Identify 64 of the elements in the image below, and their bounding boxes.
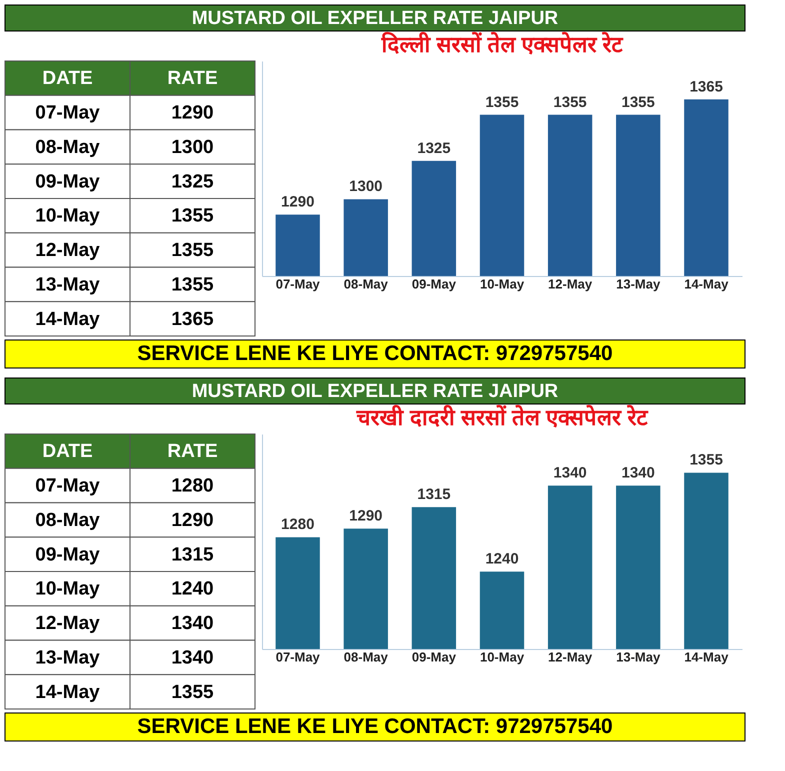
data-label: 1315 bbox=[171, 544, 214, 566]
x-tick-label: 08-May bbox=[344, 650, 389, 664]
category-label: 14-May bbox=[35, 682, 100, 703]
data-label: 1355 bbox=[171, 206, 214, 227]
x-tick-label: 09-May bbox=[412, 650, 457, 664]
x-tick-label: 13-May bbox=[616, 650, 661, 664]
data-label: 1340 bbox=[171, 613, 214, 634]
text: SERVICE LENE KE LIYE CONTACT: 9729757540 bbox=[137, 342, 613, 365]
data-label: 1315 bbox=[417, 486, 451, 504]
data-label: 1355 bbox=[171, 274, 214, 296]
category-label: 07-May bbox=[35, 476, 100, 497]
data-label: 1290 bbox=[171, 102, 214, 124]
chart-subtitle: MUSTARD OIL EXPELLER RATE JAIPUR bbox=[192, 8, 558, 29]
data-label: 1300 bbox=[349, 178, 383, 196]
data-label: 1290 bbox=[349, 508, 383, 525]
chart-subtitle: MUSTARD OIL EXPELLER RATE JAIPUR bbox=[192, 381, 558, 402]
category-label: 09-May bbox=[35, 544, 100, 566]
data-label: 1355 bbox=[553, 94, 587, 111]
data-label: 1300 bbox=[171, 136, 214, 158]
category-label: 10-May bbox=[35, 206, 100, 227]
data-label: 1240 bbox=[171, 578, 214, 600]
data-label: 1365 bbox=[171, 308, 214, 330]
data-label: 1355 bbox=[621, 94, 655, 111]
data-label: 1340 bbox=[621, 464, 655, 482]
data-label: 1240 bbox=[485, 550, 519, 568]
data-label: 1355 bbox=[485, 94, 519, 111]
data-label: 1280 bbox=[281, 516, 314, 534]
x-tick-label: 09-May bbox=[412, 276, 457, 292]
text: RATE bbox=[167, 68, 218, 90]
category-label: 12-May bbox=[35, 613, 100, 634]
chart-title: चरखी दादरी सरसों तेल एक्सपेलर रेट bbox=[356, 404, 648, 430]
category-label: 08-May bbox=[35, 136, 100, 158]
data-label: 1290 bbox=[281, 194, 314, 211]
data-label: 1290 bbox=[171, 510, 214, 531]
data-label: 1340 bbox=[553, 464, 587, 482]
x-tick-label: 14-May bbox=[684, 276, 730, 292]
x-tick-label: 07-May bbox=[276, 276, 321, 292]
x-tick-label: 07-May bbox=[276, 650, 321, 664]
data-label: 1340 bbox=[171, 647, 214, 668]
category-label: 14-May bbox=[35, 308, 100, 330]
text: SERVICE LENE KE LIYE CONTACT: 9729757540 bbox=[137, 715, 613, 738]
data-label: 1325 bbox=[171, 171, 214, 192]
text: RATE bbox=[167, 441, 218, 462]
category-label: 07-May bbox=[35, 102, 100, 124]
data-label: 1365 bbox=[690, 78, 723, 96]
category-label: 09-May bbox=[35, 171, 100, 192]
data-label: 1325 bbox=[417, 140, 451, 157]
text: DATE bbox=[42, 68, 93, 90]
data-label: 1355 bbox=[690, 452, 723, 469]
x-tick-label: 13-May bbox=[616, 276, 661, 292]
data-label: 1355 bbox=[171, 240, 214, 262]
data-label: 1280 bbox=[171, 476, 214, 497]
chart-title: दिल्ली सरसों तेल एक्सपेलर रेट bbox=[380, 31, 624, 57]
category-label: 10-May bbox=[35, 578, 100, 600]
x-tick-label: 12-May bbox=[548, 650, 593, 664]
x-tick-label: 14-May bbox=[684, 650, 730, 664]
x-tick-label: 12-May bbox=[548, 276, 593, 292]
category-label: 08-May bbox=[35, 510, 100, 531]
x-tick-label: 10-May bbox=[480, 650, 525, 664]
text: DATE bbox=[42, 441, 93, 462]
category-label: 12-May bbox=[35, 240, 100, 262]
x-tick-label: 08-May bbox=[344, 276, 389, 292]
data-label: 1355 bbox=[171, 682, 214, 703]
x-tick-label: 10-May bbox=[480, 276, 525, 292]
